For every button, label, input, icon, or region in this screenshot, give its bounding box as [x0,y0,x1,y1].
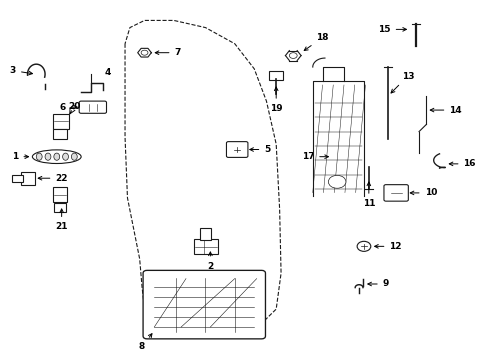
Circle shape [328,175,345,188]
Ellipse shape [71,153,77,160]
Text: 20: 20 [68,102,81,111]
FancyBboxPatch shape [53,114,69,129]
Text: 17: 17 [301,152,328,161]
Text: 3: 3 [10,66,32,75]
Text: 13: 13 [390,72,413,93]
FancyBboxPatch shape [194,239,218,254]
Text: 11: 11 [362,182,374,208]
Text: 14: 14 [429,105,461,114]
Ellipse shape [45,153,51,160]
Text: 21: 21 [55,209,68,231]
FancyBboxPatch shape [12,175,22,182]
Ellipse shape [32,150,81,163]
Text: 4: 4 [104,68,111,77]
Ellipse shape [62,153,68,160]
Text: 16: 16 [448,159,475,168]
FancyBboxPatch shape [79,101,106,113]
FancyBboxPatch shape [269,71,283,80]
Ellipse shape [36,153,42,160]
Text: 10: 10 [409,188,436,197]
Text: 8: 8 [139,334,152,351]
Text: 6: 6 [60,103,77,112]
Ellipse shape [54,153,60,160]
Circle shape [356,241,370,251]
Text: 22: 22 [38,174,68,183]
FancyBboxPatch shape [20,172,35,185]
FancyBboxPatch shape [53,187,67,202]
Circle shape [289,53,297,58]
Text: 2: 2 [207,252,213,271]
Text: 7: 7 [155,48,181,57]
Text: 15: 15 [377,25,406,34]
FancyBboxPatch shape [383,185,407,201]
Polygon shape [138,48,151,57]
Text: 9: 9 [367,279,388,288]
FancyBboxPatch shape [143,270,265,339]
Circle shape [141,50,148,55]
Text: 5: 5 [249,145,270,154]
FancyBboxPatch shape [199,228,211,240]
Text: 19: 19 [269,87,282,113]
Text: 1: 1 [12,152,28,161]
FancyBboxPatch shape [226,141,247,157]
FancyBboxPatch shape [54,203,66,212]
Text: 12: 12 [374,242,401,251]
Text: 18: 18 [304,33,328,50]
FancyBboxPatch shape [53,129,67,139]
